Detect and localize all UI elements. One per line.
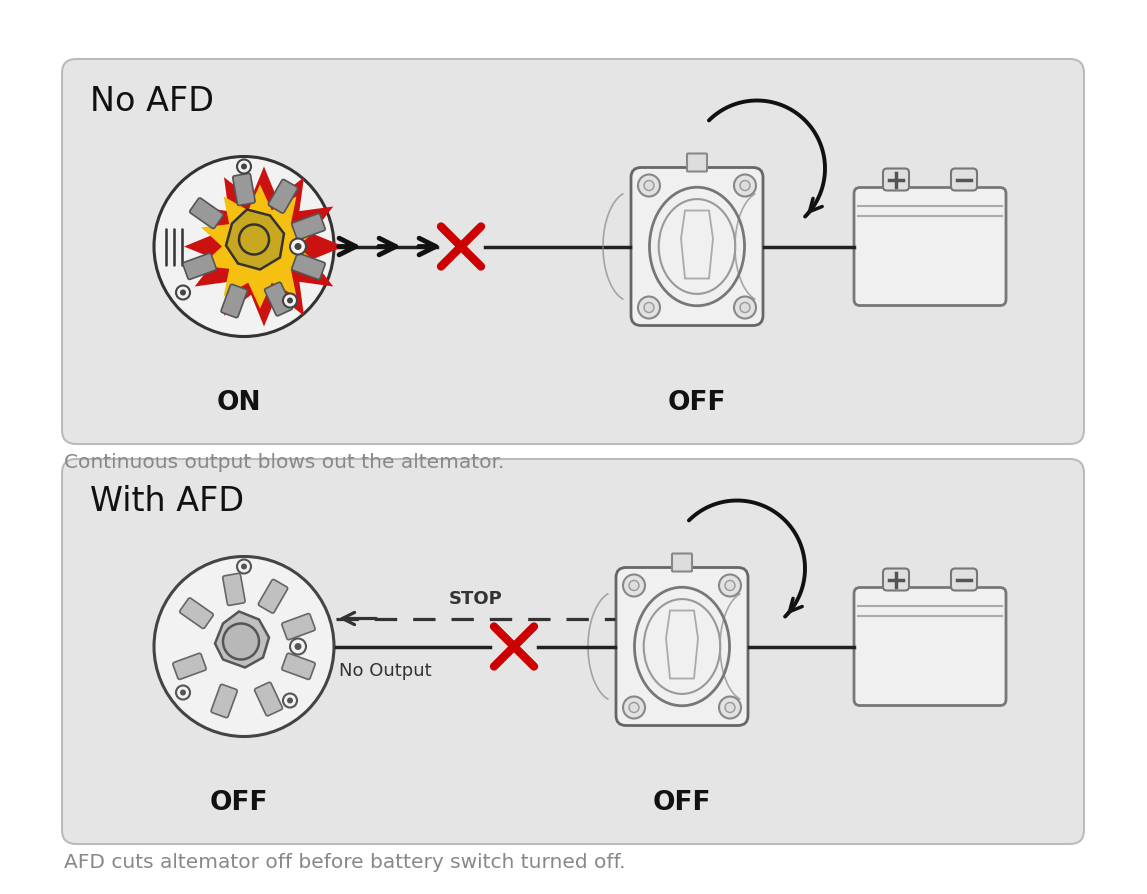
Circle shape	[295, 644, 302, 650]
Circle shape	[638, 297, 660, 319]
Circle shape	[175, 686, 190, 700]
FancyBboxPatch shape	[616, 568, 748, 726]
FancyBboxPatch shape	[255, 682, 282, 716]
FancyBboxPatch shape	[282, 654, 315, 679]
Circle shape	[629, 703, 639, 713]
Polygon shape	[184, 167, 344, 327]
Text: STOP: STOP	[448, 589, 502, 607]
Circle shape	[719, 575, 741, 597]
Circle shape	[623, 696, 645, 719]
Polygon shape	[201, 185, 319, 309]
Text: OFF: OFF	[668, 390, 726, 416]
Circle shape	[295, 244, 302, 250]
FancyBboxPatch shape	[672, 554, 692, 572]
Text: With AFD: With AFD	[89, 485, 244, 518]
Text: OFF: OFF	[653, 789, 711, 815]
Circle shape	[629, 581, 639, 591]
FancyBboxPatch shape	[291, 254, 325, 280]
FancyBboxPatch shape	[62, 460, 1084, 844]
Circle shape	[287, 697, 292, 704]
FancyBboxPatch shape	[855, 588, 1006, 705]
Circle shape	[290, 240, 306, 255]
Circle shape	[623, 575, 645, 597]
Circle shape	[239, 225, 270, 255]
Circle shape	[643, 181, 654, 191]
FancyBboxPatch shape	[258, 580, 288, 613]
Circle shape	[154, 157, 334, 337]
FancyBboxPatch shape	[180, 598, 213, 628]
Circle shape	[734, 175, 756, 198]
Circle shape	[283, 694, 297, 708]
Circle shape	[740, 303, 750, 313]
FancyBboxPatch shape	[687, 155, 707, 173]
Text: No Output: No Output	[340, 661, 431, 679]
Circle shape	[180, 690, 186, 696]
Circle shape	[237, 560, 251, 574]
Circle shape	[241, 164, 247, 171]
FancyBboxPatch shape	[189, 198, 224, 229]
FancyBboxPatch shape	[173, 654, 206, 679]
Circle shape	[638, 175, 660, 198]
FancyBboxPatch shape	[291, 215, 325, 240]
FancyBboxPatch shape	[221, 285, 248, 318]
FancyBboxPatch shape	[182, 254, 216, 280]
Polygon shape	[214, 611, 270, 668]
Circle shape	[643, 303, 654, 313]
Text: OFF: OFF	[210, 789, 268, 815]
Circle shape	[237, 160, 251, 174]
Text: AFD cuts altemator off before battery switch turned off.: AFD cuts altemator off before battery sw…	[64, 852, 625, 871]
Text: No AFD: No AFD	[89, 85, 214, 118]
Circle shape	[180, 291, 186, 296]
FancyBboxPatch shape	[282, 614, 315, 640]
Circle shape	[283, 294, 297, 308]
FancyBboxPatch shape	[883, 169, 910, 191]
Circle shape	[725, 703, 735, 713]
Circle shape	[175, 286, 190, 300]
Text: Continuous output blows out the altemator.: Continuous output blows out the altemato…	[64, 452, 505, 471]
FancyBboxPatch shape	[211, 685, 237, 718]
FancyBboxPatch shape	[223, 574, 245, 606]
FancyBboxPatch shape	[951, 169, 977, 191]
FancyBboxPatch shape	[268, 181, 298, 214]
Circle shape	[241, 564, 247, 569]
Polygon shape	[226, 210, 284, 270]
FancyBboxPatch shape	[951, 569, 977, 591]
FancyBboxPatch shape	[855, 189, 1006, 306]
Circle shape	[719, 696, 741, 719]
Circle shape	[290, 639, 306, 654]
FancyBboxPatch shape	[233, 174, 255, 207]
Text: ON: ON	[217, 390, 262, 416]
Circle shape	[725, 581, 735, 591]
Circle shape	[287, 299, 292, 304]
Circle shape	[734, 297, 756, 319]
FancyBboxPatch shape	[631, 168, 763, 326]
FancyBboxPatch shape	[62, 60, 1084, 444]
Circle shape	[154, 557, 334, 737]
FancyBboxPatch shape	[265, 283, 292, 316]
FancyBboxPatch shape	[883, 569, 910, 591]
Circle shape	[223, 624, 259, 660]
Circle shape	[740, 181, 750, 191]
